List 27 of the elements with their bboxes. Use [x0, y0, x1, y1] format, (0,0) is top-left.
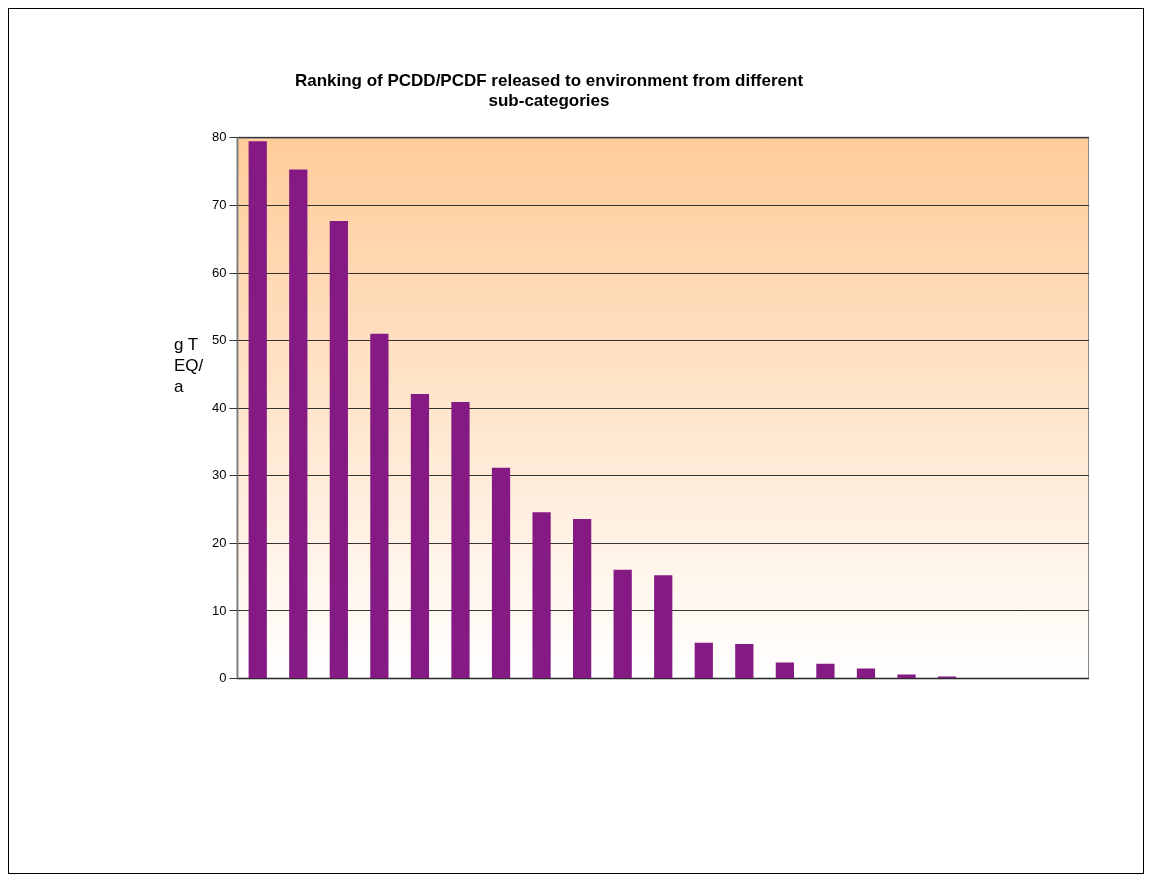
y-tick-label: 40: [211, 399, 227, 415]
y-tick-label: 60: [211, 264, 227, 280]
chart-title: Ranking of PCDD/PCDF released to environment from different sub-categories: [293, 71, 805, 111]
bar: [248, 141, 267, 679]
y-tick-label: 20: [211, 534, 227, 550]
bar: [410, 394, 430, 679]
y-tick-label: 10: [211, 602, 227, 618]
bar: [816, 663, 835, 679]
bar: [329, 220, 348, 679]
y-tick-label: 30: [211, 467, 227, 483]
bar: [573, 519, 592, 679]
bar: [613, 569, 632, 679]
y-tick-label: 50: [211, 332, 227, 348]
bar: [451, 402, 470, 679]
bar: [370, 333, 389, 679]
bar: [694, 642, 713, 679]
bar: [856, 668, 876, 679]
bar: [735, 644, 754, 679]
bar: [532, 512, 551, 679]
y-tick-label: 70: [211, 196, 227, 212]
bar: [775, 662, 794, 679]
y-axis-title: g TEQ/a: [174, 334, 204, 397]
y-tick-label: 80: [211, 129, 227, 145]
bar: [654, 575, 673, 679]
bar: [289, 169, 308, 679]
bar: [491, 467, 511, 679]
y-tick-label: 0: [219, 670, 227, 686]
